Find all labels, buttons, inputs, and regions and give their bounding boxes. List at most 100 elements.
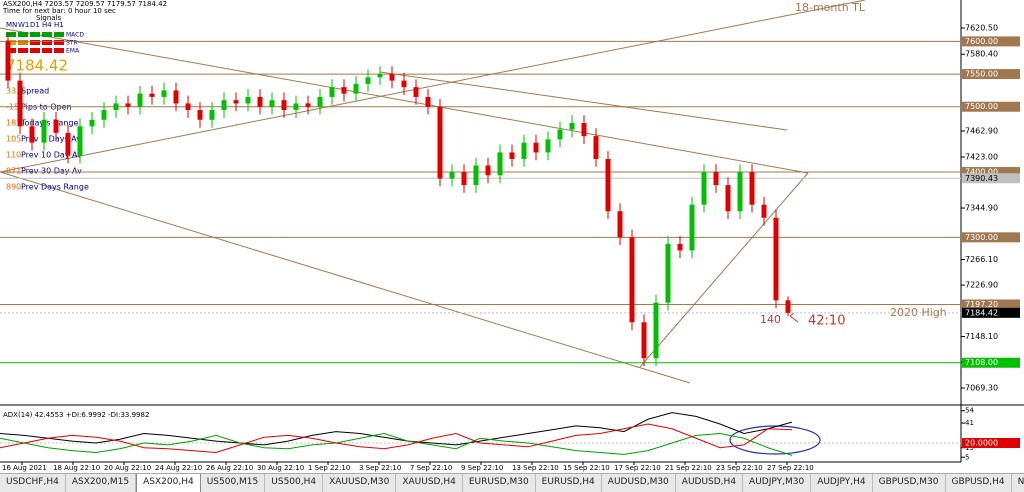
candle-body: [233, 100, 239, 104]
timeframe-label: H4: [42, 21, 52, 29]
signal-box: [30, 48, 40, 53]
candle-body: [221, 100, 227, 110]
stat-label: Prev 30 Day Av: [21, 167, 82, 176]
trendline: [639, 172, 809, 368]
candle-body: [53, 119, 59, 133]
chart-tab[interactable]: XAUUSD,H4: [396, 474, 463, 492]
candle-body: [89, 119, 95, 127]
timeframe-label: MN: [6, 21, 17, 29]
level-label: 7197.20: [965, 300, 998, 309]
chart-tab[interactable]: EURUSD,H4: [536, 474, 602, 492]
chart-tab[interactable]: ASX200,H4: [136, 474, 201, 492]
support-label-box: [962, 357, 1020, 368]
y-tick-label: 7620.50: [965, 24, 998, 33]
stat-value: 33.0: [6, 87, 24, 96]
level-label: 7400.00: [965, 168, 998, 177]
signal-box: [30, 40, 40, 45]
candle-body: [413, 87, 419, 97]
candle-body: [353, 83, 359, 94]
chart-tab[interactable]: NZDUSD,M30: [1012, 474, 1024, 492]
candle-body: [149, 93, 155, 97]
level-label-box: [962, 232, 1020, 243]
candle-body: [197, 109, 203, 120]
indicator-line: [0, 432, 793, 456]
chart-tab[interactable]: XAUUSD,M30: [323, 474, 397, 492]
chart-tab[interactable]: AUDJPY,M30: [743, 474, 812, 492]
chart-tab[interactable]: US500,M15: [201, 474, 266, 492]
signal-box: [54, 40, 64, 45]
candle-body: [5, 41, 11, 81]
candle-body: [713, 172, 719, 186]
indicator-label: EMA: [66, 48, 80, 55]
level-label: 7500.00: [965, 102, 998, 111]
signal-box: [18, 48, 28, 53]
time-label: 7 Sep 22:10: [410, 464, 452, 472]
timeframe-label: D1: [30, 21, 40, 29]
chart-tab[interactable]: AUDUSD,M30: [602, 474, 676, 492]
level-label-box: [962, 101, 1020, 112]
candle-body: [485, 165, 491, 176]
candle-body: [605, 158, 611, 212]
chart-tab[interactable]: US500,H4: [265, 474, 324, 492]
candle-body: [125, 103, 131, 107]
candle-body: [137, 93, 143, 107]
candle-body: [29, 126, 35, 143]
time-label: 21 Sep 22:10: [665, 464, 712, 472]
chart-tab[interactable]: USDCHF,H4: [0, 474, 66, 492]
bid-label: 7184.42: [965, 308, 998, 317]
trendline: [0, 171, 691, 384]
timeframe-label: H1: [54, 21, 64, 29]
candle-body: [569, 123, 575, 130]
candle-body: [77, 126, 83, 156]
indicator-label: MACD: [66, 32, 84, 39]
candle-body: [425, 96, 431, 107]
trendline-label: 18-month TL: [795, 1, 866, 14]
time-label: 27 Sep 22:10: [767, 464, 814, 472]
time-label: 13 Sep 22:10: [512, 464, 559, 472]
candle-body: [437, 106, 443, 179]
adx-title: ADX(14) 42.4553 +DI:6.9992 -DI:33.9982: [3, 411, 149, 419]
candle-body: [725, 185, 731, 212]
level-box: [962, 438, 1020, 448]
candle-body: [689, 204, 695, 251]
time-label: 18 Aug 22:10: [53, 464, 100, 472]
stat-label: Spread: [21, 87, 49, 96]
level-label: 7300.00: [965, 233, 998, 242]
y-tick-label: 7344.90: [965, 204, 998, 213]
chart-tab[interactable]: ASX200,M15: [66, 474, 137, 492]
candle-body: [101, 109, 107, 120]
level-label-box: [962, 167, 1020, 178]
candle-body: [389, 74, 395, 81]
level-label-box: [962, 69, 1020, 80]
indicator-line: [0, 423, 793, 454]
candle-body: [305, 103, 311, 107]
signal-box: [30, 32, 40, 37]
chart-tab[interactable]: GBPUSD,M30: [873, 474, 946, 492]
signal-box: [18, 40, 28, 45]
candle-body: [65, 132, 71, 156]
time-label: 26 Aug 22:10: [206, 464, 253, 472]
time-label: 3 Sep 22:10: [359, 464, 401, 472]
chart-tab[interactable]: AUDUSD,H4: [676, 474, 744, 492]
candle-body: [269, 100, 275, 107]
candle-body: [329, 87, 335, 97]
candle-body: [641, 322, 647, 359]
candle-body: [773, 217, 779, 301]
time-label: 1 Sep 22:10: [308, 464, 350, 472]
time-label: 9 Sep 22:10: [461, 464, 503, 472]
chart-tab[interactable]: EURUSD,M30: [463, 474, 536, 492]
highlight-ellipse: [729, 425, 821, 455]
trendlines: [0, 0, 866, 384]
y-tick-label: 7266.10: [965, 255, 998, 264]
tab-bar: USDCHF,H4 ASX200,M15 ASX200,H4 US500,M15 US5…: [0, 473, 1024, 492]
candle-body: [161, 90, 167, 97]
y-tick-label: 7148.10: [965, 332, 998, 341]
time-label: 15 Sep 22:10: [563, 464, 610, 472]
chart-tab[interactable]: GBPUSD,H4: [946, 474, 1012, 492]
y-tick-label: 5: [965, 453, 969, 461]
candle-body: [377, 74, 383, 78]
chart-tab[interactable]: AUDJPY,H4: [811, 474, 873, 492]
time-label: 20 Aug 22:10: [104, 464, 151, 472]
candle-body: [281, 100, 287, 110]
